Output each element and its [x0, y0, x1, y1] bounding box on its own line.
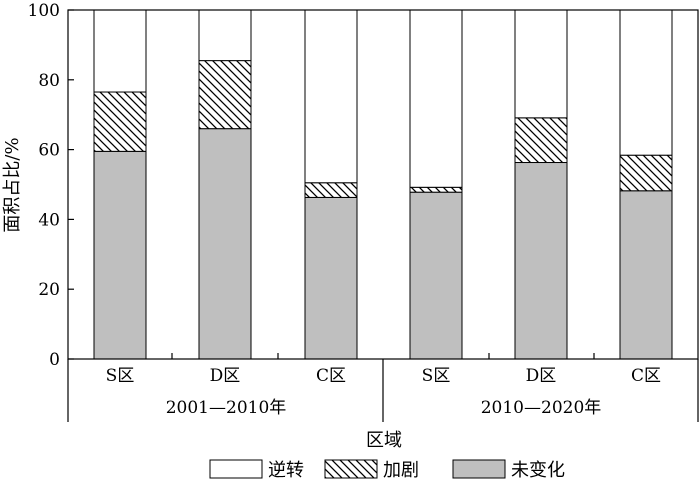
y-tick-label: 60 — [38, 141, 60, 161]
x-axis-title: 区域 — [366, 430, 402, 451]
bar-segment-2-4 — [514, 9, 568, 119]
y-tick-label: 0 — [49, 350, 60, 370]
bar-segment-2-5 — [619, 9, 673, 156]
x-category-label: S区 — [106, 366, 135, 386]
x-category-label: C区 — [316, 366, 346, 386]
bar-segment-0-2 — [304, 196, 358, 360]
legend-label: 逆转 — [268, 460, 304, 481]
legend: 逆转 加剧 未变化 — [209, 459, 565, 481]
y-tick-label: 40 — [38, 210, 60, 230]
bar-segment-1-1 — [198, 60, 252, 130]
y-tick-label: 80 — [38, 71, 60, 91]
bar-segment-0-0 — [93, 150, 147, 360]
group-label: 2010—2020年 — [481, 398, 602, 418]
y-tick-label: 100 — [28, 1, 60, 21]
bar-segment-1-3 — [409, 186, 463, 193]
bar-segment-1-5 — [619, 154, 673, 192]
bar-segment-0-1 — [198, 128, 252, 360]
bar-segment-0-5 — [619, 190, 673, 360]
bar-segment-1-4 — [514, 117, 568, 164]
legend-swatch — [452, 459, 506, 479]
bar-segment-2-3 — [409, 9, 463, 188]
bar-segment-1-2 — [304, 182, 358, 198]
legend-swatch — [324, 459, 378, 479]
legend-label: 加剧 — [383, 460, 419, 481]
y-axis-title: 面积占比/% — [2, 137, 23, 232]
bar-segment-2-1 — [198, 9, 252, 62]
legend-label: 未变化 — [511, 460, 565, 481]
plot-frame — [67, 9, 699, 360]
bar-segment-2-0 — [93, 9, 147, 93]
bar-segment-1-0 — [93, 91, 147, 152]
x-category-label: D区 — [210, 366, 241, 386]
y-tick-label: 20 — [38, 280, 60, 300]
bar-segment-0-4 — [514, 162, 568, 360]
x-category-label: D区 — [526, 366, 557, 386]
bar-segment-0-3 — [409, 191, 463, 360]
x-category-label: S区 — [422, 366, 451, 386]
x-category-label: C区 — [631, 366, 661, 386]
bar-segment-2-2 — [304, 9, 358, 184]
group-label: 2001—2010年 — [166, 398, 287, 418]
legend-swatch — [209, 459, 263, 479]
